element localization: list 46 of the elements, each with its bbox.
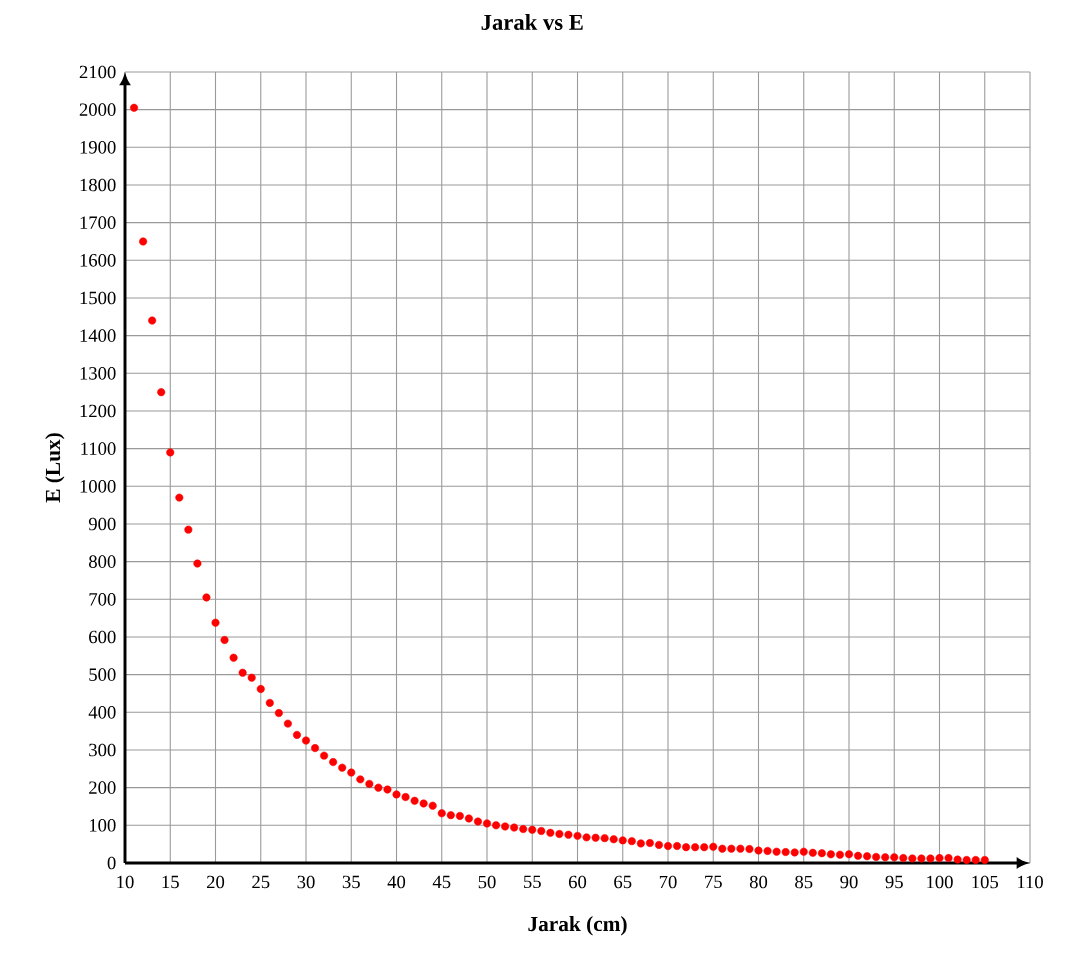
y-tick-label: 1500 — [80, 291, 116, 305]
x-tick-label: 50 — [478, 875, 496, 889]
x-tick-label: 90 — [840, 875, 858, 889]
x-tick-label: 85 — [795, 875, 813, 889]
x-tick-label: 25 — [252, 875, 270, 889]
x-tick-label: 75 — [705, 875, 722, 889]
y-tick-label: 400 — [88, 706, 116, 719]
y-tick-label: 1300 — [80, 367, 116, 380]
x-tick-label: 55 — [524, 875, 541, 889]
x-axis-title: Jarak (cm) — [528, 916, 627, 936]
y-tick-label: 1800 — [80, 178, 116, 192]
y-tick-label: 100 — [89, 819, 116, 832]
x-tick-label: 30 — [297, 875, 315, 889]
y-tick-label: 200 — [89, 781, 116, 794]
y-tick-label: 300 — [89, 743, 116, 757]
x-tick-label: 10 — [117, 875, 134, 889]
y-axis-title: E (Lux) — [45, 433, 65, 503]
y-tick-label: 1600 — [80, 254, 116, 267]
x-tick-label: 45 — [432, 875, 451, 889]
y-tick-label: 900 — [88, 517, 116, 531]
y-tick-label: 1400 — [80, 329, 116, 342]
y-tick-label: 0 — [107, 856, 116, 870]
x-tick-label: 20 — [206, 875, 225, 889]
y-tick-label: 1200 — [80, 404, 116, 418]
x-tick-label: 95 — [885, 875, 903, 889]
y-tick-label: 1700 — [80, 216, 116, 229]
x-tick-label: 60 — [568, 875, 587, 889]
x-tick-label: 35 — [342, 875, 360, 889]
x-tick-label: 70 — [659, 875, 677, 889]
y-tick-label: 1900 — [80, 141, 116, 154]
x-tick-label: 40 — [387, 875, 406, 889]
y-tick-label: 600 — [89, 630, 116, 644]
x-tick-label: 65 — [614, 875, 632, 889]
chart-title: Jarak vs E — [481, 14, 583, 30]
x-tick-label: 105 — [972, 875, 999, 889]
y-tick-label: 500 — [89, 668, 116, 681]
x-tick-label: 80 — [749, 875, 768, 889]
x-tick-label: 100 — [927, 875, 953, 889]
y-tick-label: 2000 — [79, 103, 116, 116]
y-tick-label: 2100 — [79, 65, 116, 79]
x-tick-label: 110 — [1017, 875, 1043, 889]
y-tick-label: 1000 — [80, 480, 116, 493]
y-tick-label: 800 — [89, 555, 116, 568]
x-tick-label: 15 — [162, 875, 179, 889]
y-tick-label: 1100 — [81, 442, 116, 455]
y-tick-label: 700 — [89, 593, 116, 606]
